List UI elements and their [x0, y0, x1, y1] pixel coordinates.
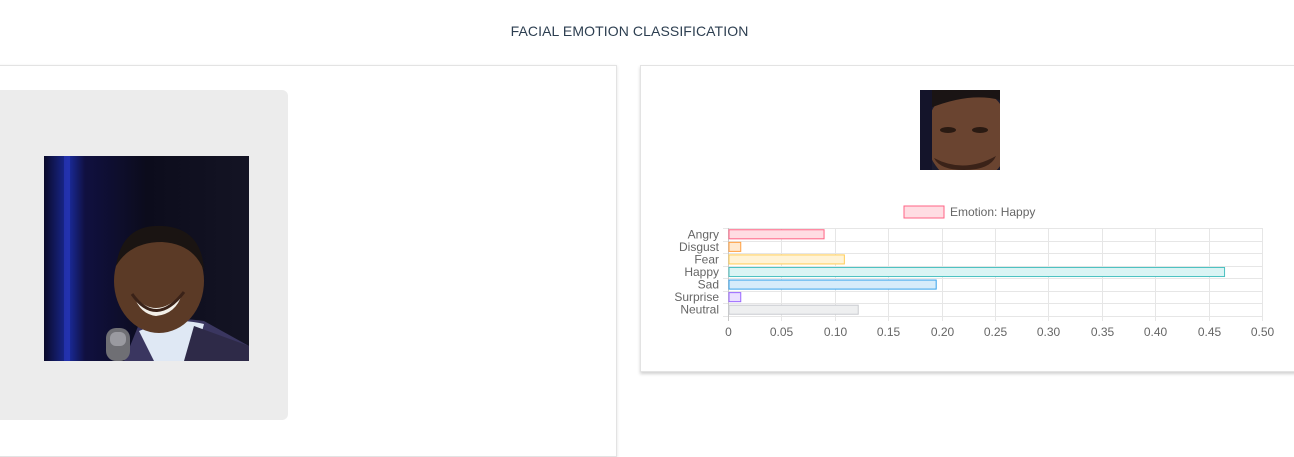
- emotion-bar-chart: 0 0.05 0.10 0.15 0.20 0.25 0.30 0.35 0.40 0.45 0.5…: [674, 205, 1275, 339]
- bar-sad: [728, 279, 937, 290]
- bar-disgust: [728, 241, 742, 252]
- x-tick-label: 0: [725, 325, 732, 339]
- header: FACIAL EMOTION CLASSIFICATION: [0, 0, 1294, 64]
- y-tick-label-fear: Fear: [694, 252, 719, 266]
- x-tick-label: 0.05: [770, 325, 794, 339]
- x-tick-label: 0.40: [1144, 325, 1168, 339]
- bar-neutral: [728, 304, 859, 315]
- bar-surprise: [728, 292, 742, 303]
- detected-face-crop: [920, 90, 1000, 170]
- x-tick-label: 0.45: [1198, 325, 1222, 339]
- bar-angry: [728, 229, 825, 240]
- y-tick-label-sad: Sad: [698, 278, 719, 292]
- y-tick-label-happy: Happy: [684, 265, 719, 279]
- page-title: FACIAL EMOTION CLASSIFICATION: [510, 23, 749, 39]
- y-tick-label-angry: Angry: [688, 227, 719, 241]
- x-tick-label: 0.35: [1091, 325, 1115, 339]
- upload-card: [0, 65, 617, 457]
- uploaded-photo: [44, 156, 249, 361]
- x-tick-label: 0.25: [984, 325, 1008, 339]
- bar-happy: [728, 266, 1226, 278]
- x-tick-label: 0.10: [824, 325, 848, 339]
- bar-fear: [728, 254, 845, 265]
- y-tick-label-disgust: Disgust: [679, 240, 720, 254]
- legend-swatch: [903, 205, 945, 219]
- legend-label: Emotion: Happy: [950, 205, 1035, 219]
- image-dropzone[interactable]: [0, 90, 288, 420]
- x-tick-label: 0.20: [931, 325, 955, 339]
- y-tick-label-neutral: Neutral: [680, 303, 719, 317]
- x-tick-label: 0.30: [1037, 325, 1061, 339]
- result-card: 0 0.05 0.10 0.15 0.20 0.25 0.30 0.35 0.40 0.45 0.5…: [640, 65, 1294, 372]
- x-tick-label: 0.15: [877, 325, 901, 339]
- y-tick-label-surprise: Surprise: [674, 290, 719, 304]
- x-tick-label: 0.50: [1251, 325, 1275, 339]
